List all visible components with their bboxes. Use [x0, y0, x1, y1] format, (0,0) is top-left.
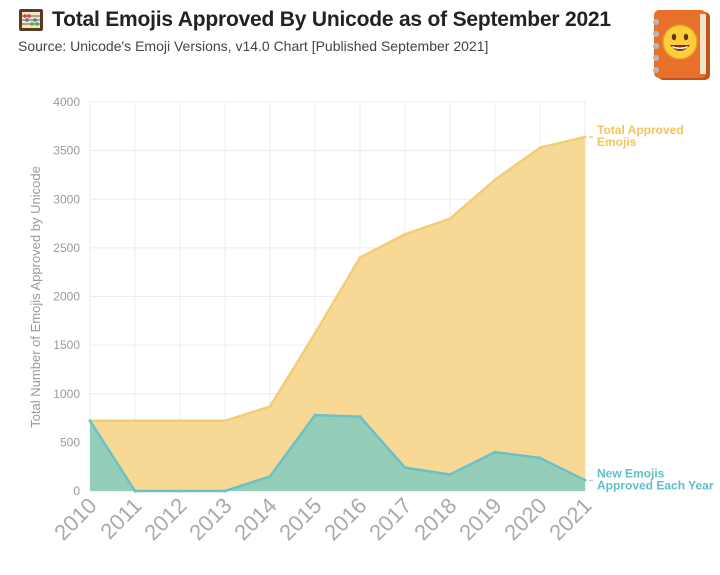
data-point: [268, 474, 272, 478]
data-point: [493, 178, 497, 182]
y-tick-label: 4000: [53, 95, 80, 109]
y-tick-label: 3500: [53, 144, 80, 158]
y-tick-label: 500: [60, 435, 80, 449]
x-tick-label: 2015: [274, 493, 326, 545]
data-point: [268, 405, 272, 409]
x-tick-label: 2020: [499, 493, 551, 545]
data-point: [448, 472, 452, 476]
data-point: [403, 466, 407, 470]
x-tick-label: 2012: [139, 493, 191, 545]
data-point: [538, 456, 542, 460]
chart-title: Total Emojis Approved By Unicode as of S…: [52, 8, 611, 31]
data-point: [223, 419, 227, 423]
x-tick-label: 2016: [319, 493, 371, 545]
area-series-0: [90, 137, 585, 491]
y-axis-label: Total Number of Emojis Approved by Unico…: [28, 166, 43, 428]
data-point: [133, 419, 137, 423]
data-point: [493, 450, 497, 454]
x-tick-label: 2017: [364, 493, 416, 545]
x-tick-label: 2018: [409, 493, 461, 545]
data-point: [403, 232, 407, 236]
data-point: [583, 478, 587, 482]
area-series-1: [90, 415, 585, 491]
x-tick-label: 2013: [184, 493, 236, 545]
data-point: [448, 217, 452, 221]
y-tick-label: 2000: [53, 290, 80, 304]
series-label-0: Emojis: [597, 135, 637, 149]
x-tick-label: 2021: [544, 493, 596, 545]
y-tick-label: 2500: [53, 241, 80, 255]
data-point: [313, 413, 317, 417]
y-tick-label: 1000: [53, 387, 80, 401]
data-point: [178, 489, 182, 493]
y-tick-label: 1500: [53, 338, 80, 352]
chart-header: Total Emojis Approved By Unicode as of S…: [18, 8, 638, 54]
x-tick-label: 2011: [95, 493, 146, 544]
series-label-1: Approved Each Year: [597, 478, 714, 492]
line-series-0: [90, 135, 586, 423]
data-point: [223, 489, 227, 493]
x-tick-label: 2010: [49, 493, 101, 545]
data-point: [358, 415, 362, 419]
chart-subtitle: Source: Unicode's Emoji Versions, v14.0 …: [18, 38, 489, 54]
y-tick-label: 0: [73, 484, 80, 498]
data-point: [88, 419, 92, 423]
series-label-1: New Emojis: [597, 466, 665, 480]
x-tick-label: 2019: [454, 493, 506, 545]
data-point: [538, 146, 542, 150]
abacus-icon: [19, 9, 43, 31]
y-tick-label: 3000: [53, 192, 80, 206]
data-point: [358, 256, 362, 260]
area-layer: [88, 135, 587, 493]
series-label-0: Total Approved: [597, 123, 684, 137]
emoji-book-icon: [653, 10, 710, 80]
line-series-1: [88, 413, 586, 493]
title-row: Total Emojis Approved By Unicode as of S…: [18, 8, 638, 32]
data-point: [133, 489, 137, 493]
data-point: [313, 331, 317, 335]
data-point: [178, 419, 182, 423]
x-tick-label: 2014: [229, 493, 281, 545]
data-point: [583, 135, 587, 139]
